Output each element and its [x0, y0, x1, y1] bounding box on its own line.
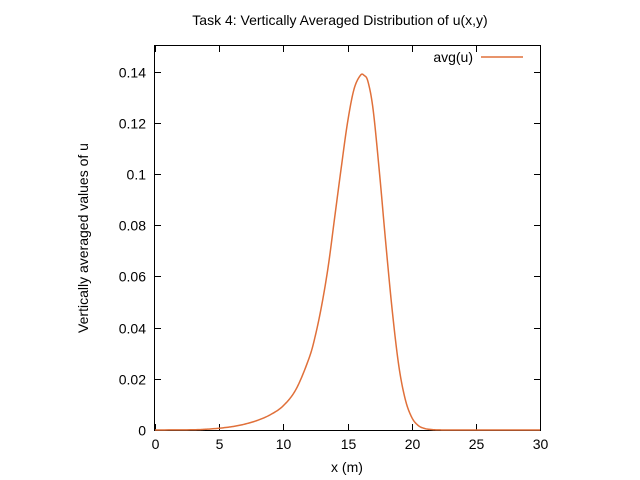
legend-label-avg-u: avg(u)	[433, 49, 473, 65]
y-tick-label: 0.14	[119, 65, 146, 81]
y-tick-label: 0.06	[119, 269, 146, 285]
chart-title: Task 4: Vertically Averaged Distribution…	[192, 12, 487, 28]
y-tick-label: 0	[138, 423, 146, 439]
x-tick-label: 20	[405, 436, 421, 452]
x-tick-label: 5	[216, 436, 224, 452]
legend: avg(u)	[433, 49, 523, 65]
x-tick-label: 10	[276, 436, 292, 452]
y-tick-label: 0.1	[127, 167, 147, 183]
y-tick-label: 0.12	[119, 116, 146, 132]
y-tick-label: 0.04	[119, 321, 146, 337]
y-tick-label: 0.02	[119, 372, 146, 388]
y-tick-label: 0.08	[119, 218, 146, 234]
x-axis: 0 5 10 15 20 25 30	[152, 46, 549, 452]
y-axis: 0 0.02 0.04 0.06 0.08 0.1 0.12 0.14	[119, 65, 540, 439]
x-tick-label: 30	[533, 436, 549, 452]
y-axis-label: Vertically averaged values of u	[75, 143, 91, 333]
series-line-avg-u	[154, 73, 540, 431]
x-tick-label: 25	[469, 436, 485, 452]
x-axis-label: x (m)	[331, 459, 363, 475]
x-tick-label: 0	[152, 436, 160, 452]
plot-frame	[154, 45, 541, 431]
x-tick-label: 15	[341, 436, 357, 452]
